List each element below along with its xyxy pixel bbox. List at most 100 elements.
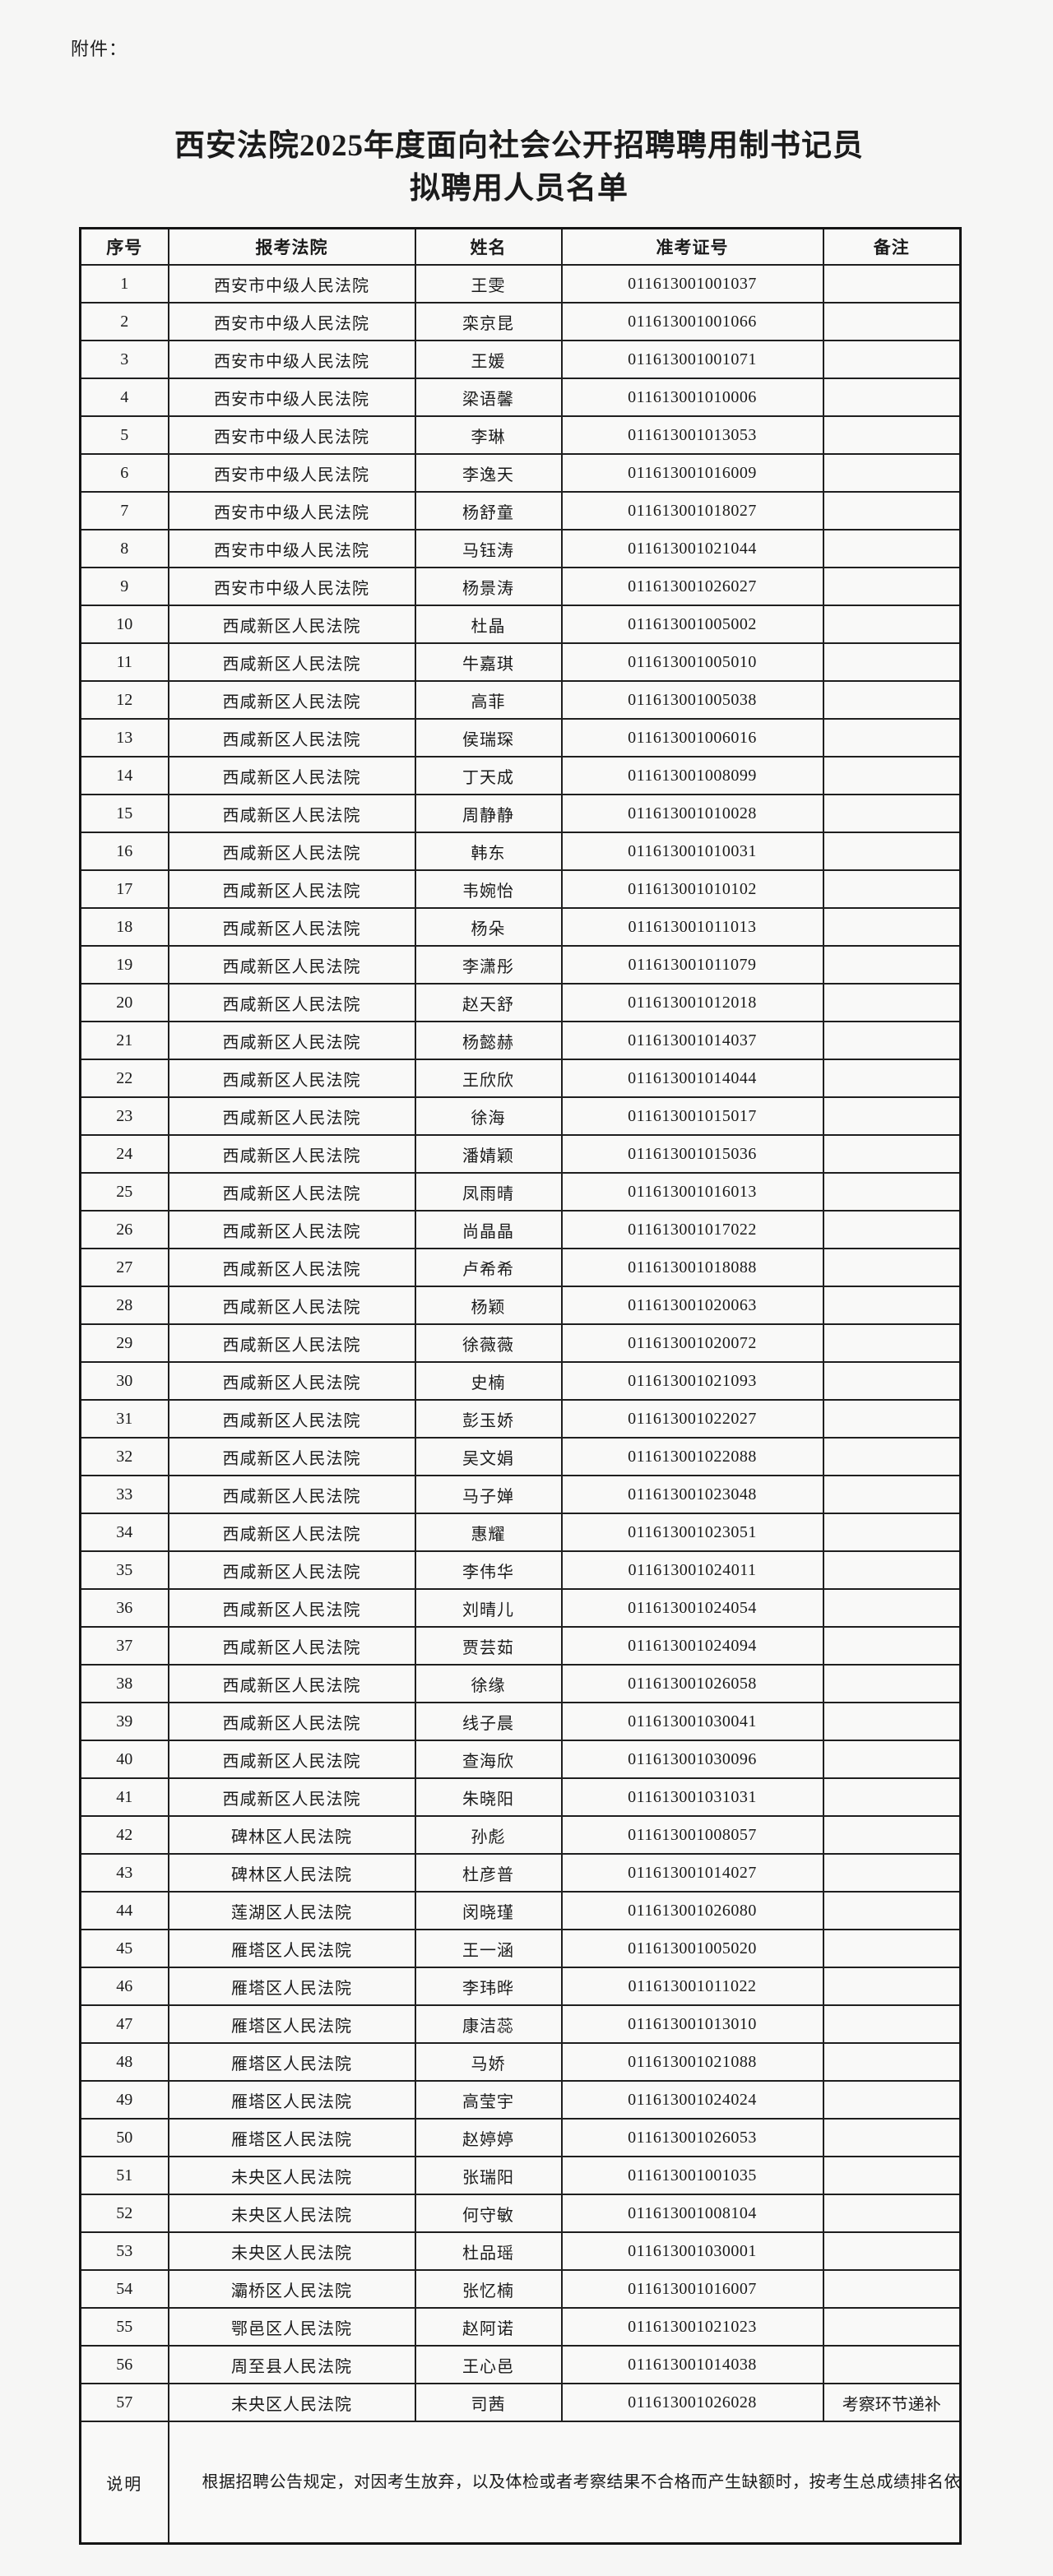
table-row: 6 西安市中级人民法院 李逸天 011613001016009 [79, 453, 962, 493]
cell-serial: 14 [79, 756, 169, 795]
cell-serial: 45 [79, 1929, 169, 1968]
cell-remark [822, 1323, 962, 1363]
cell-name: 王媛 [414, 340, 563, 379]
table-row: 41 西咸新区人民法院 朱晓阳 011613001031031 [79, 1777, 962, 1817]
cell-ticket: 011613001015017 [560, 1096, 824, 1136]
cell-serial: 32 [79, 1437, 169, 1476]
cell-name: 李逸天 [414, 453, 563, 493]
cell-court: 西咸新区人民法院 [167, 1550, 416, 1590]
cell-court: 未央区人民法院 [167, 2194, 416, 2233]
cell-serial: 42 [79, 1815, 169, 1855]
table-row: 3 西安市中级人民法院 王媛 011613001001071 [79, 340, 962, 379]
cell-ticket: 011613001010028 [560, 794, 824, 833]
cell-ticket: 011613001030096 [560, 1740, 824, 1779]
cell-court: 西安市中级人民法院 [167, 529, 416, 568]
cell-ticket: 011613001014027 [560, 1853, 824, 1893]
cell-ticket: 011613001021093 [560, 1361, 824, 1401]
cell-name: 凤雨晴 [414, 1172, 563, 1212]
cell-serial: 10 [79, 605, 169, 644]
cell-court: 西咸新区人民法院 [167, 680, 416, 720]
cell-name: 线子晨 [414, 1702, 563, 1741]
cell-name: 史楠 [414, 1361, 563, 1401]
cell-serial: 24 [79, 1134, 169, 1174]
cell-remark [822, 1550, 962, 1590]
cell-ticket: 011613001024011 [560, 1550, 824, 1590]
cell-ticket: 011613001010031 [560, 832, 824, 871]
table-row: 46 雁塔区人民法院 李玮晔 011613001011022 [79, 1967, 962, 2006]
cell-ticket: 011613001026080 [560, 1891, 824, 1930]
cell-ticket: 011613001018088 [560, 1248, 824, 1287]
cell-court: 雁塔区人民法院 [167, 2042, 416, 2082]
cell-serial: 39 [79, 1702, 169, 1741]
cell-remark [822, 1286, 962, 1325]
cell-court: 西咸新区人民法院 [167, 1777, 416, 1817]
cell-remark [822, 1777, 962, 1817]
cell-court: 西咸新区人民法院 [167, 794, 416, 833]
cell-serial: 2 [79, 302, 169, 341]
cell-court: 西咸新区人民法院 [167, 983, 416, 1022]
cell-ticket: 011613001021044 [560, 529, 824, 568]
cell-name: 高菲 [414, 680, 563, 720]
cell-court: 未央区人民法院 [167, 2156, 416, 2195]
cell-serial: 25 [79, 1172, 169, 1212]
cell-court: 西安市中级人民法院 [167, 264, 416, 303]
cell-serial: 52 [79, 2194, 169, 2233]
cell-ticket: 011613001030041 [560, 1702, 824, 1741]
cell-name: 尚晶晶 [414, 1210, 563, 1249]
table-row: 50 雁塔区人民法院 赵婷婷 011613001026053 [79, 2118, 962, 2157]
cell-court: 雁塔区人民法院 [167, 1967, 416, 2006]
cell-ticket: 011613001008099 [560, 756, 824, 795]
cell-name: 马娇 [414, 2042, 563, 2082]
table-row: 15 西咸新区人民法院 周静静 011613001010028 [79, 794, 962, 833]
cell-name: 李琳 [414, 415, 563, 455]
table-row: 4 西安市中级人民法院 梁语馨 011613001010006 [79, 378, 962, 417]
cell-court: 鄂邑区人民法院 [167, 2307, 416, 2347]
cell-name: 杨颖 [414, 1286, 563, 1325]
cell-remark [822, 1815, 962, 1855]
cell-remark [822, 1702, 962, 1741]
cell-ticket: 011613001001071 [560, 340, 824, 379]
cell-remark [822, 869, 962, 909]
cell-name: 贾芸茹 [414, 1626, 563, 1666]
cell-ticket: 011613001031031 [560, 1777, 824, 1817]
cell-court: 西咸新区人民法院 [167, 832, 416, 871]
cell-serial: 6 [79, 453, 169, 493]
cell-remark [822, 2231, 962, 2271]
cell-ticket: 011613001011013 [560, 907, 824, 947]
cell-court: 雁塔区人民法院 [167, 1929, 416, 1968]
col-header-name: 姓名 [414, 227, 563, 266]
cell-remark [822, 453, 962, 493]
table-row: 31 西咸新区人民法院 彭玉娇 011613001022027 [79, 1399, 962, 1439]
cell-serial: 41 [79, 1777, 169, 1817]
cell-ticket: 011613001016009 [560, 453, 824, 493]
cell-remark [822, 378, 962, 417]
cell-ticket: 011613001001037 [560, 264, 824, 303]
cell-name: 徐薇薇 [414, 1323, 563, 1363]
cell-name: 王雯 [414, 264, 563, 303]
cell-remark [822, 642, 962, 682]
cell-name: 马子婵 [414, 1475, 563, 1514]
cell-court: 西咸新区人民法院 [167, 1475, 416, 1514]
col-header-ticket: 准考证号 [560, 227, 824, 266]
cell-remark [822, 1626, 962, 1666]
cell-serial: 28 [79, 1286, 169, 1325]
cell-remark [822, 1929, 962, 1968]
table-header-row: 序号 报考法院 姓名 准考证号 备注 [79, 227, 962, 266]
table-row: 28 西咸新区人民法院 杨颖 011613001020063 [79, 1286, 962, 1325]
cell-remark [822, 1361, 962, 1401]
col-header-court: 报考法院 [167, 227, 416, 266]
cell-name: 吴文娟 [414, 1437, 563, 1476]
cell-remark [822, 340, 962, 379]
cell-name: 张忆楠 [414, 2269, 563, 2309]
cell-court: 西咸新区人民法院 [167, 1361, 416, 1401]
cell-name: 杨懿赫 [414, 1021, 563, 1060]
cell-remark [822, 1475, 962, 1514]
table-row: 11 西咸新区人民法院 牛嘉琪 011613001005010 [79, 642, 962, 682]
table-row: 42 碑林区人民法院 孙彪 011613001008057 [79, 1815, 962, 1855]
table-row: 21 西咸新区人民法院 杨懿赫 011613001014037 [79, 1021, 962, 1060]
attachment-label: 附件： [71, 39, 128, 59]
cell-court: 西安市中级人民法院 [167, 302, 416, 341]
cell-ticket: 011613001023048 [560, 1475, 824, 1514]
cell-court: 西咸新区人民法院 [167, 1437, 416, 1476]
cell-name: 何守敏 [414, 2194, 563, 2233]
